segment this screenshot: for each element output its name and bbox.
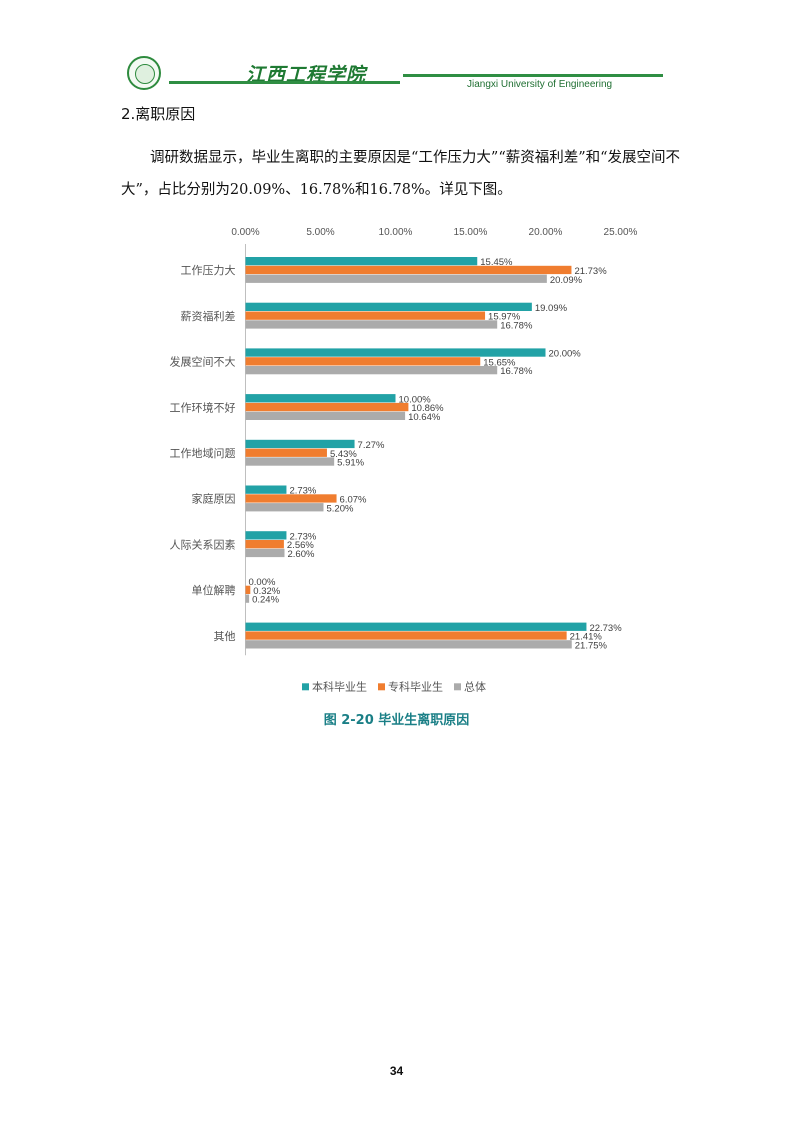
x-tick-label: 0.00%: [231, 227, 259, 238]
data-label: 2.73%: [289, 531, 316, 542]
bar-0: [245, 622, 587, 631]
bar-2: [245, 411, 406, 420]
bar-2: [245, 594, 250, 603]
bar-1: [245, 357, 481, 366]
data-label: 2.73%: [289, 486, 316, 497]
university-seal-logo: [127, 56, 161, 90]
legend-label: 专科毕业生: [388, 679, 443, 693]
bar-0: [245, 348, 546, 357]
category-label: 其他: [214, 630, 236, 643]
data-label: 10.64%: [408, 412, 441, 423]
bar-0: [245, 257, 478, 266]
data-label: 16.78%: [500, 321, 533, 332]
bar-1: [245, 631, 567, 640]
legend-swatch: [302, 683, 309, 691]
page-header: 江西工程学院 Jiangxi University of Engineering: [0, 0, 793, 100]
bar-0: [245, 439, 355, 449]
x-tick-label: 15.00%: [454, 227, 488, 238]
data-label: 15.45%: [480, 257, 513, 268]
data-label: 21.75%: [575, 640, 608, 651]
legend-swatch: [378, 683, 385, 691]
bar-2: [245, 274, 547, 283]
bar-1: [245, 311, 486, 320]
bar-2: [245, 503, 324, 512]
data-label: 20.00%: [549, 349, 582, 360]
data-label: 22.73%: [589, 623, 622, 634]
data-label: 7.27%: [358, 440, 385, 451]
bar-1: [245, 448, 327, 457]
x-tick-label: 10.00%: [379, 227, 413, 238]
category-label: 工作压力大: [181, 263, 236, 277]
data-label: 15.97%: [488, 312, 521, 323]
data-label: 19.09%: [535, 303, 568, 314]
data-label: 0.24%: [252, 595, 279, 606]
bar-2: [245, 320, 498, 329]
data-label: 0.32%: [253, 586, 280, 597]
data-label: 6.07%: [340, 495, 367, 506]
x-tick-label: 5.00%: [306, 227, 334, 238]
data-label: 21.73%: [574, 266, 607, 277]
legend-label: 总体: [464, 679, 486, 693]
bar-1: [245, 494, 337, 503]
bar-0: [245, 485, 287, 494]
category-label: 人际关系因素: [170, 537, 236, 551]
figure-caption: 图 2-20 毕业生离职原因: [323, 713, 470, 728]
legend-swatch: [454, 683, 461, 691]
university-name-logo: 江西工程学院: [246, 64, 367, 86]
bar-0: [245, 394, 396, 403]
x-tick-label: 25.00%: [604, 227, 638, 238]
bar-2: [245, 548, 285, 558]
category-label: 单位解聘: [192, 583, 236, 597]
category-label: 家庭原因: [192, 492, 236, 506]
data-label: 5.91%: [337, 458, 364, 469]
bar-2: [245, 366, 498, 375]
bar-1: [245, 585, 251, 594]
data-label: 0.00%: [249, 577, 276, 588]
data-label: 5.20%: [327, 503, 354, 514]
category-label: 薪资福利差: [181, 309, 236, 323]
page-number: 34: [389, 1064, 404, 1078]
data-label: 2.56%: [287, 540, 314, 551]
section-title: 2.离职原因: [121, 105, 196, 123]
data-label: 2.60%: [288, 549, 315, 560]
category-label: 工作地域问题: [170, 447, 236, 460]
category-label: 发展空间不大: [170, 355, 236, 369]
bar-1: [245, 265, 572, 275]
data-label: 15.65%: [483, 357, 516, 368]
bar-2: [245, 457, 335, 466]
bar-1: [245, 402, 409, 412]
legend-label: 本科毕业生: [312, 679, 367, 693]
bar-0: [245, 302, 532, 311]
data-label: 20.09%: [550, 275, 583, 286]
data-label: 16.78%: [500, 366, 533, 377]
x-tick-label: 20.00%: [529, 227, 563, 238]
header-rule-left: [169, 81, 400, 84]
data-label: 5.43%: [330, 449, 357, 460]
bar-1: [245, 540, 284, 549]
header-rule-right: [403, 74, 663, 77]
data-label: 10.86%: [411, 403, 444, 414]
body-paragraph: 调研数据显示，毕业生离职的主要原因是“工作压力大”“薪资福利差”和“发展空间不大…: [121, 150, 681, 198]
university-name-english: Jiangxi University of Engineering: [467, 79, 613, 90]
bar-2: [245, 640, 572, 649]
departure-reasons-chart: 0.00% 5.00% 10.00% 15.00% 20.00% 25.00% 工作压力大 1…: [170, 227, 638, 693]
data-label: 21.41%: [570, 632, 603, 643]
data-label: 10.00%: [399, 394, 432, 405]
bar-0: [245, 531, 287, 540]
category-label: 工作环境不好: [170, 400, 236, 414]
